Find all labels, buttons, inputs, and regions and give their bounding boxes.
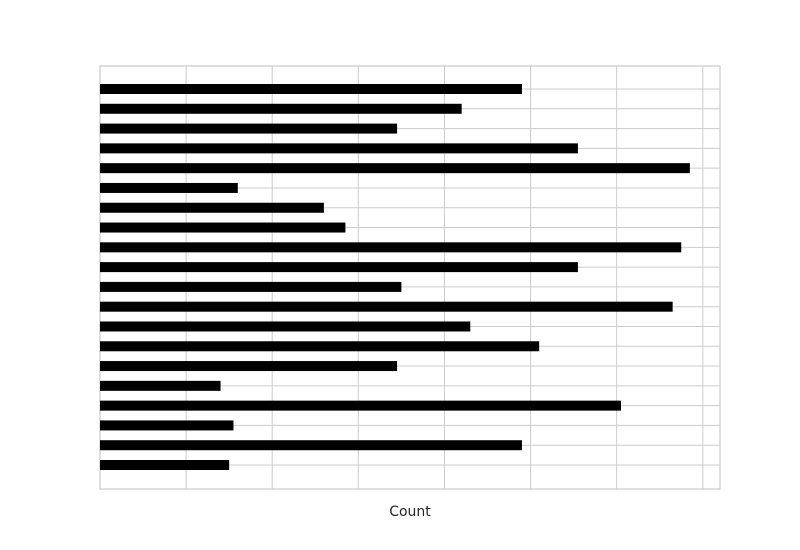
x-axis-label: Count [389,504,431,520]
bar [100,84,522,94]
bar [100,222,346,233]
bar [100,380,221,391]
bar [100,321,471,332]
bar [100,182,238,193]
bar [100,301,673,312]
bar [100,123,398,134]
bar [100,400,621,411]
bar [100,103,462,114]
plot-frame [99,65,721,490]
bar [100,460,230,471]
bar [100,440,522,451]
bar [100,242,682,253]
bar [100,420,234,431]
bar [100,341,540,352]
bar [100,361,398,372]
bar [100,163,690,174]
bar [100,143,578,154]
bar [100,202,324,213]
bar [100,262,578,273]
bar [100,281,402,292]
